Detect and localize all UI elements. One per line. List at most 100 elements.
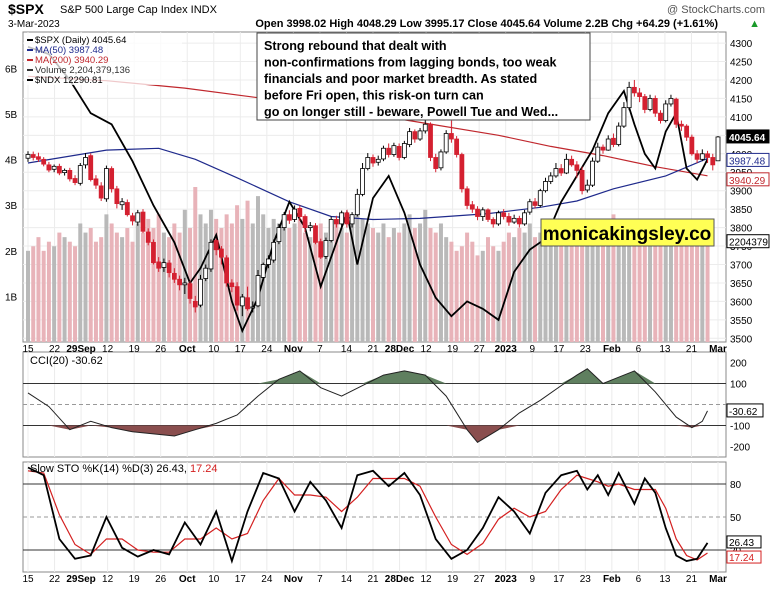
candle-body xyxy=(475,208,480,217)
volume-bar xyxy=(67,241,72,342)
x-axis-label: Nov xyxy=(284,574,303,585)
volume-bar xyxy=(376,232,381,342)
volume-bar xyxy=(611,214,616,342)
volume-bar xyxy=(292,223,297,342)
volume-bar xyxy=(329,218,334,342)
candle-body xyxy=(161,262,167,268)
x-axis-label: 6 xyxy=(636,574,642,585)
candle-body xyxy=(98,185,104,199)
candle-body xyxy=(72,178,78,183)
volume-bar xyxy=(120,237,125,342)
annotation-line: go on longer still - beware, Powell Tue … xyxy=(264,105,558,119)
volume-bar xyxy=(350,223,355,342)
candle-body xyxy=(699,153,705,160)
volume-bar xyxy=(146,218,151,342)
x-axis-label: 7 xyxy=(317,344,323,355)
candle-body xyxy=(516,217,522,225)
candle-body xyxy=(459,154,465,190)
candle-body xyxy=(250,306,256,309)
volume-bar xyxy=(303,232,308,342)
candle-body xyxy=(271,241,277,261)
candle-body xyxy=(464,188,470,206)
candle-body xyxy=(62,169,67,174)
x-axis-label: 22 xyxy=(49,344,61,355)
volume-bar xyxy=(632,223,637,342)
candle-body xyxy=(208,241,214,270)
volume-bar xyxy=(365,223,370,342)
candle-body xyxy=(600,146,606,151)
x-axis-label: 9 xyxy=(529,574,535,585)
sto-k-tag: 26.43 xyxy=(729,538,754,549)
x-axis-label: Feb xyxy=(603,344,621,355)
x-axis-label: 21 xyxy=(367,574,379,585)
volume-bar xyxy=(574,228,579,342)
volume-bar xyxy=(621,228,626,342)
volume-bar xyxy=(402,223,407,342)
volume-bar xyxy=(141,232,145,342)
price-axis-label: 3550 xyxy=(730,316,753,327)
candle-body xyxy=(579,169,585,192)
candle-body xyxy=(496,212,501,225)
slow-sto-indicator xyxy=(27,466,709,564)
x-axis-label: Oct xyxy=(179,344,196,355)
candle-body xyxy=(652,98,658,114)
volume-bar xyxy=(52,246,57,342)
watermark-bg xyxy=(540,218,715,247)
x-axis-label: 27 xyxy=(474,344,486,355)
volume-bar xyxy=(381,223,386,342)
symbol: $SPX xyxy=(8,1,44,17)
candle-body xyxy=(182,282,188,286)
x-axis-label: 29Sep xyxy=(66,574,95,585)
x-axis-label: 21 xyxy=(367,344,379,355)
candle-body xyxy=(234,286,240,306)
annotation-line: non-confirmations from lagging bonds, to… xyxy=(264,56,557,70)
x-axis-label: 22 xyxy=(49,574,61,585)
x-axis-label: 14 xyxy=(341,574,353,585)
candle-body xyxy=(511,217,517,223)
x-axis-label: Oct xyxy=(179,574,196,585)
candle-body xyxy=(307,225,313,228)
volume-bar xyxy=(46,241,51,342)
volume-bar xyxy=(627,232,632,342)
candle-body xyxy=(438,151,444,169)
volume-axis-label: 3B xyxy=(5,201,18,212)
x-axis-label: 28Dec xyxy=(385,344,415,355)
candle-body xyxy=(203,267,209,279)
x-axis-label: 15 xyxy=(22,574,34,585)
watermark: monicakingsley.co xyxy=(540,218,715,247)
legend-item: MA(50) 3987.48 xyxy=(35,45,103,56)
volume-bar xyxy=(130,241,135,342)
candle-body xyxy=(407,131,412,145)
cci-overbought-fill xyxy=(28,368,708,384)
candle-body xyxy=(543,181,548,192)
volume-bar xyxy=(208,209,213,342)
volume-bar xyxy=(653,223,658,342)
price-tag: 3940.29 xyxy=(729,176,766,187)
price-axis-label: 3650 xyxy=(730,279,753,290)
candle-body xyxy=(637,92,642,97)
annotation-text: Strong rebound that dealt with non-confir… xyxy=(264,39,558,119)
volume-bar xyxy=(167,237,172,342)
candle-body xyxy=(119,201,125,206)
candle-body xyxy=(25,154,31,159)
candle-body xyxy=(501,212,507,217)
volume-axis-label: 6B xyxy=(5,64,18,75)
candle-body xyxy=(548,175,554,182)
price-tag-bg xyxy=(726,152,770,167)
x-axis-label: Mar xyxy=(709,344,727,355)
candle-body xyxy=(213,240,219,251)
candle-body xyxy=(386,147,392,155)
volume-bar xyxy=(214,218,219,342)
annotation-line: Strong rebound that dealt with xyxy=(264,39,447,53)
volume-bar xyxy=(344,232,349,342)
x-axis-label: 24 xyxy=(261,344,273,355)
volume-bar xyxy=(496,250,501,342)
x-axis-label: 12 xyxy=(102,574,114,585)
legend-item: MA(200) 3940.29 xyxy=(35,55,108,66)
volume-bar xyxy=(585,232,590,342)
price-axis-label: 4150 xyxy=(730,94,753,105)
cci-axis-label: -200 xyxy=(730,443,750,454)
price-axis-label: 4300 xyxy=(730,39,753,50)
volume-bar xyxy=(668,237,673,342)
